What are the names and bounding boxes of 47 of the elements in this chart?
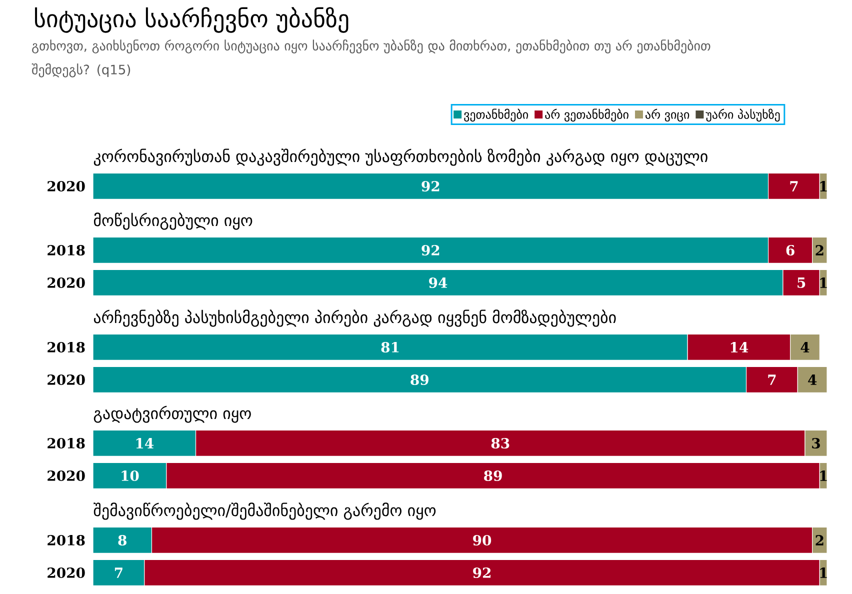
legend-label: არ ვეთანხმები	[545, 108, 628, 122]
data-label: 5	[798, 278, 806, 288]
y-tick-label: 2020	[48, 180, 85, 192]
data-label: 1	[820, 181, 827, 192]
chart-subtitle: გთხოვთ, გაიხსენოთ როგორი სიტუაცია იყო საარჩევნო უბანზე და მითხრათ, ეთანხმებით თუ არ ეთანხმებით შემდეგს? (q15)	[32, 40, 710, 78]
data-label: 3	[812, 438, 820, 449]
data-label: 2	[816, 245, 824, 256]
data-label: 1	[820, 568, 827, 578]
y-tick-label: 2020	[48, 374, 85, 386]
legend-label: ვეთანხმები	[464, 108, 528, 122]
data-label: 92	[422, 180, 440, 192]
legend-label: უარი პასუხზე	[706, 108, 780, 122]
y-tick-label: 2018	[48, 438, 85, 449]
data-label: 14	[136, 438, 154, 448]
data-label: 6	[786, 244, 794, 256]
data-label: 8	[118, 534, 126, 546]
y-tick-label: 2018	[48, 342, 85, 353]
data-label: 92	[422, 244, 440, 256]
data-label: 7	[768, 374, 776, 385]
data-label: 1	[820, 278, 827, 288]
data-label: 14	[730, 342, 748, 352]
data-label: 90	[473, 534, 492, 546]
data-label: 7	[790, 181, 798, 192]
data-label: 2	[816, 535, 824, 546]
annotation: კორონავირუსთან დაკავშირებული უსაფრთხოების ზომები კარგად იყო დაცული	[94, 148, 708, 166]
y-tick-label: 2018	[48, 244, 85, 256]
annotation: მოწესრიგებული იყო	[94, 212, 252, 230]
text: გადატვირთული იყო	[94, 406, 251, 423]
data-label: 94	[429, 277, 448, 288]
data-label: 89	[484, 470, 502, 482]
y-tick-label: 2020	[48, 567, 85, 578]
text: შემავიწროებელი/შემაშინებელი გარემო იყო	[94, 502, 436, 520]
data-label: 1	[820, 470, 827, 481]
data-label: 92	[473, 567, 490, 578]
legend-label: არ ვიცი	[646, 108, 690, 122]
data-label: 81	[381, 342, 399, 353]
chart-title: სიტუაცია საარჩევნო უბანზე	[35, 7, 348, 33]
data-label: 4	[800, 342, 810, 352]
text: არჩევნებზე პასუხისმგებელი პირები კარგად იყვნენ მომზადებულები	[94, 310, 616, 327]
data-label: 89	[410, 374, 428, 386]
data-label: 7	[114, 568, 122, 578]
data-label: 83	[491, 438, 510, 449]
data-label: 10	[122, 470, 139, 482]
y-tick-label: 2020	[48, 470, 85, 482]
y-tick-label: 2018	[48, 534, 85, 546]
y-tick-label: 2020	[48, 277, 85, 288]
data-label: 4	[808, 374, 817, 385]
